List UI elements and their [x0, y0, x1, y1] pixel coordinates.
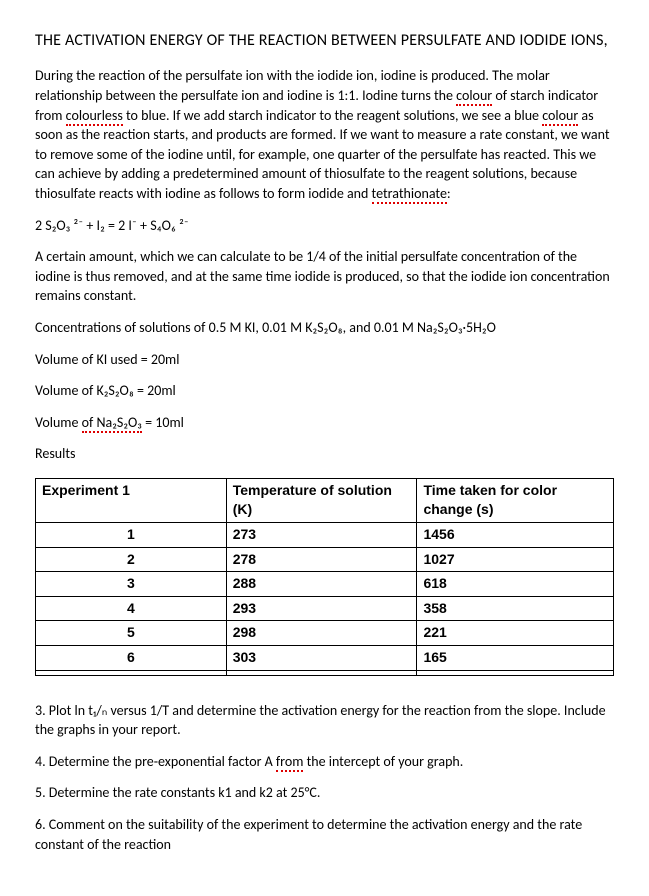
table-row: 12731456: [36, 523, 614, 548]
equation: 2 S₂O₃ ²⁻ + I₂ = 2 I⁻ + S₄O₆ ²⁻: [35, 216, 614, 236]
spell-colour: colour: [542, 107, 578, 126]
volume-k2s2o8: Volume of K₂S₂O₈ = 20ml: [35, 381, 614, 401]
spell-tetrathionate: tetrathionate: [372, 185, 447, 204]
spell-colour: colour: [456, 87, 492, 106]
spell-of-na: of Na₂S₂O₃: [82, 414, 142, 433]
table-row: 5298221: [36, 621, 614, 646]
spell-from: from: [276, 753, 304, 772]
concentrations: Concentrations of solutions of 0.5 M KI,…: [35, 318, 614, 338]
table-row: 6303165: [36, 646, 614, 671]
page-title: THE ACTIVATION ENERGY OF THE REACTION BE…: [35, 30, 614, 52]
table-row: [36, 670, 614, 675]
col-temperature: Temperature of solution (K): [226, 478, 417, 522]
question-3: 3. Plot ln t₁/ₙ versus 1/T and determine…: [35, 701, 614, 740]
volume-ki: Volume of KI used = 20ml: [35, 350, 614, 370]
question-4: 4. Determine the pre-exponential factor …: [35, 752, 614, 772]
table-row: 3288618: [36, 572, 614, 597]
results-table: Experiment 1 Temperature of solution (K)…: [35, 478, 614, 676]
col-time: Time taken for color change (s): [417, 478, 614, 522]
col-experiment: Experiment 1: [36, 478, 227, 522]
paragraph-2: A certain amount, which we can calculate…: [35, 247, 614, 306]
table-row: 22781027: [36, 547, 614, 572]
spell-colourless: colourless: [66, 107, 123, 126]
results-heading: Results: [35, 444, 614, 464]
question-5: 5. Determine the rate constants k1 and k…: [35, 783, 614, 803]
table-header-row: Experiment 1 Temperature of solution (K)…: [36, 478, 614, 522]
table-row: 4293358: [36, 596, 614, 621]
question-6: 6. Comment on the suitability of the exp…: [35, 815, 614, 854]
volume-na2s2o3: Volume of Na₂S₂O₃ = 10ml: [35, 413, 614, 433]
intro-paragraph: During the reaction of the persulfate io…: [35, 66, 614, 203]
